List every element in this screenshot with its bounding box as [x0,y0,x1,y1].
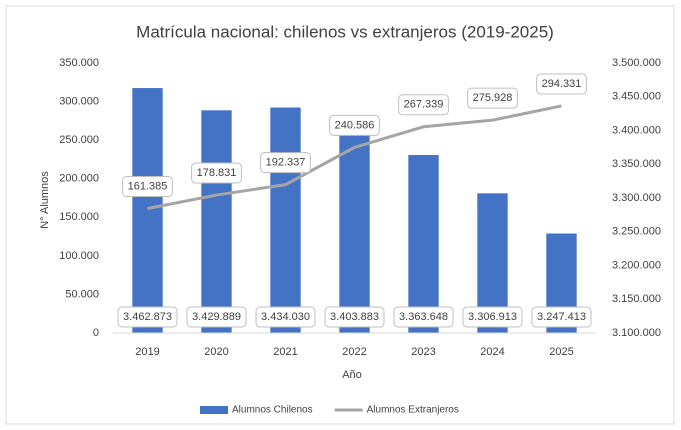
y-tick-label: 150.000 [59,211,99,223]
y-tick-label: 300.000 [59,95,99,107]
data-label-box [186,306,247,328]
y-tick-label: 200.000 [59,173,99,185]
data-label: 3.306.913 [468,311,517,323]
bar [201,110,232,334]
y2-tick-label: 3.300.000 [612,192,661,204]
y2-tick-label: 3.150.000 [612,293,661,305]
x-tick-label: 2025 [549,346,573,358]
bar [270,107,301,333]
data-label: 178.831 [197,167,237,179]
x-tick-label: 2019 [135,346,159,358]
y-tick-label: 0 [93,327,99,339]
data-label: 3.429.889 [192,311,241,323]
legend-swatch [200,406,228,414]
data-label: 294.331 [542,78,582,90]
data-label: 3.403.883 [330,311,379,323]
data-label: 3.363.648 [399,311,448,323]
data-label: 3.434.030 [261,311,310,323]
legend-label: Alumnos Chilenos [232,405,313,416]
y2-tick-label: 3.450.000 [612,91,661,103]
data-label: 267.339 [404,99,444,111]
bar [339,127,370,334]
line [147,104,562,210]
data-label: 275.928 [473,92,513,104]
x-tick-label: 2020 [204,346,228,358]
chart-title: Matrícula nacional: chilenos vs extranje… [136,22,554,41]
data-label-box [255,306,316,328]
y2-tick-label: 3.500.000 [612,57,661,69]
y2-tick-label: 3.100.000 [612,327,661,339]
y2-tick-label: 3.200.000 [612,259,661,271]
data-label-box [324,306,385,328]
y2-tick-label: 3.250.000 [612,226,661,238]
data-label-box [531,306,592,328]
data-label-box [467,87,518,109]
data-label-box [117,306,178,328]
x-tick-label: 2021 [273,346,297,358]
x-tick-label: 2023 [411,346,435,358]
x-tick-label: 2022 [342,346,366,358]
data-label: 3.462.873 [123,311,172,323]
x-tick-label: 2024 [480,346,504,358]
bar [132,88,163,333]
y-tick-label: 250.000 [59,134,99,146]
data-label-box [260,152,311,174]
y-tick-label: 350.000 [59,57,99,69]
y2-tick-label: 3.350.000 [612,158,661,170]
y-tick-label: 100.000 [59,250,99,262]
legend-label: Alumnos Extranjeros [367,405,459,416]
data-label-box [398,94,449,116]
data-label: 161.385 [128,180,168,192]
data-label: 3.247.413 [537,311,586,323]
data-label-box [536,73,587,95]
data-label-box [122,176,173,198]
data-label-box [329,114,380,136]
data-label: 240.586 [335,119,375,131]
data-label: 192.337 [266,157,306,169]
y2-tick-label: 3.400.000 [612,124,661,136]
x-axis-label: Año [342,369,362,381]
y-axis-label: N° Alumnos [39,171,51,229]
data-label-box [191,162,242,184]
y-tick-label: 50.000 [65,288,99,300]
data-label-box [462,306,523,328]
bar [408,155,439,333]
data-label-box [393,306,454,328]
